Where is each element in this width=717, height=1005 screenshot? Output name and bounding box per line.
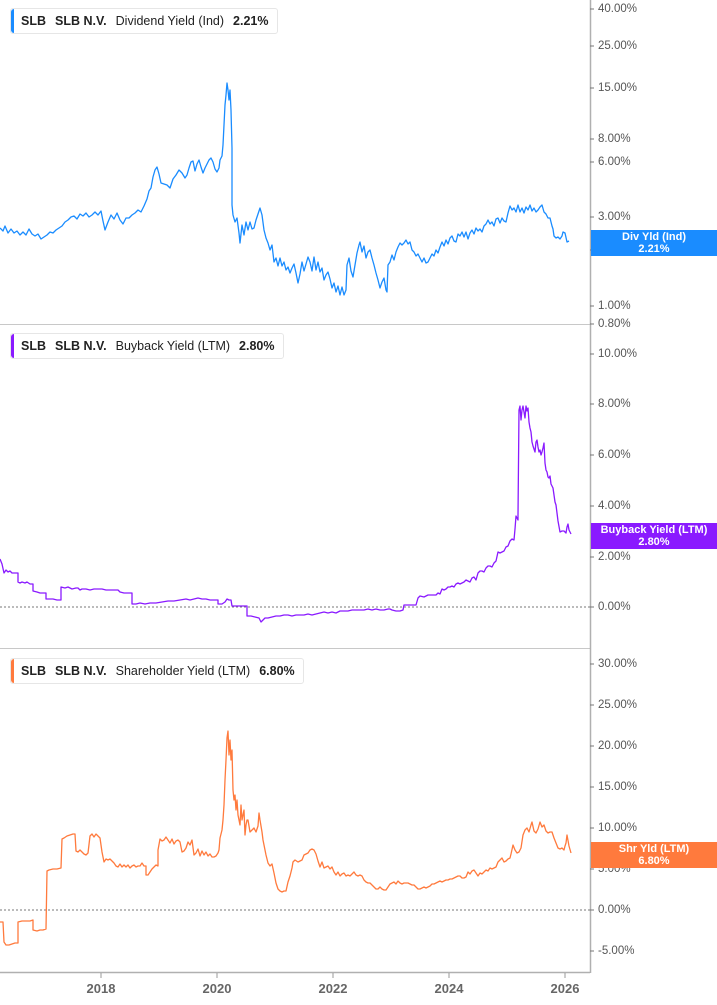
y-tick-label: 1.00% xyxy=(598,300,631,312)
legend-company-name: SLB N.V. xyxy=(55,664,107,678)
x-tick-marks xyxy=(100,973,566,978)
badge-label: Div Yld (Ind) xyxy=(622,231,686,243)
y-tick-label: 0.00% xyxy=(598,601,631,613)
y-tick-label: 0.80% xyxy=(598,318,631,330)
last-value-badge-shareholder: Shr Yld (LTM) 6.80% xyxy=(591,842,717,868)
y-tick-label: 6.00% xyxy=(598,449,631,461)
x-tick-label: 2026 xyxy=(550,981,580,996)
y-tick-label: 6.00% xyxy=(598,156,631,168)
y-tick-label: 15.00% xyxy=(598,781,638,793)
legend-metric: Dividend Yield (Ind) xyxy=(115,14,225,28)
badge-label: Buyback Yield (LTM) xyxy=(600,524,708,536)
y-tick-label: 8.00% xyxy=(598,398,631,410)
legend-value: 2.21% xyxy=(233,14,269,28)
legend-value: 6.80% xyxy=(259,664,295,678)
legend-color-swatch xyxy=(11,659,14,683)
buyback-yield-line xyxy=(0,405,572,623)
legend-company-name: SLB N.V. xyxy=(55,14,107,28)
y-tick-label: 0.00% xyxy=(598,904,631,916)
y-tick-marks-buyback xyxy=(590,353,594,608)
y-tick-label: -5.00% xyxy=(598,945,635,957)
y-tick-label: 4.00% xyxy=(598,500,631,512)
last-value-badge-buyback: Buyback Yield (LTM) 2.80% xyxy=(591,523,717,549)
badge-value: 2.21% xyxy=(638,243,670,255)
legend-dividend-yield[interactable]: SLB SLB N.V. Dividend Yield (Ind) 2.21% xyxy=(10,8,278,34)
y-tick-label: 2.00% xyxy=(598,551,631,563)
x-tick-label: 2022 xyxy=(318,981,348,996)
y-tick-label: 3.00% xyxy=(598,211,631,223)
legend-metric: Shareholder Yield (LTM) xyxy=(115,664,251,678)
y-tick-label: 10.00% xyxy=(598,822,638,834)
y-tick-marks-shareholder xyxy=(590,663,594,952)
y-tick-label: 20.00% xyxy=(598,740,638,752)
legend-ticker: SLB xyxy=(21,339,46,353)
x-tick-label: 2024 xyxy=(434,981,464,996)
badge-value: 6.80% xyxy=(638,855,670,867)
x-tick-label: 2018 xyxy=(86,981,116,996)
y-tick-label: 30.00% xyxy=(598,658,638,670)
legend-color-swatch xyxy=(11,334,14,358)
dividend-yield-line xyxy=(0,82,570,296)
shareholder-yield-line xyxy=(0,730,572,946)
y-tick-label: 15.00% xyxy=(598,82,638,94)
y-tick-label: 10.00% xyxy=(598,348,638,360)
legend-company-name: SLB N.V. xyxy=(55,339,107,353)
legend-value: 2.80% xyxy=(239,339,275,353)
legend-color-swatch xyxy=(11,9,14,33)
legend-ticker: SLB xyxy=(21,14,46,28)
last-value-badge-dividend: Div Yld (Ind) 2.21% xyxy=(591,230,717,256)
y-tick-marks-dividend xyxy=(590,8,594,325)
y-tick-label: 40.00% xyxy=(598,3,638,15)
badge-label: Shr Yld (LTM) xyxy=(618,843,690,855)
y-tick-label: 25.00% xyxy=(598,699,638,711)
badge-value: 2.80% xyxy=(638,536,670,548)
x-tick-label: 2020 xyxy=(202,981,232,996)
y-tick-label: 25.00% xyxy=(598,40,638,52)
y-tick-label: 8.00% xyxy=(598,133,631,145)
legend-buyback-yield[interactable]: SLB SLB N.V. Buyback Yield (LTM) 2.80% xyxy=(10,333,284,359)
legend-shareholder-yield[interactable]: SLB SLB N.V. Shareholder Yield (LTM) 6.8… xyxy=(10,658,304,684)
legend-metric: Buyback Yield (LTM) xyxy=(115,339,231,353)
legend-ticker: SLB xyxy=(21,664,46,678)
